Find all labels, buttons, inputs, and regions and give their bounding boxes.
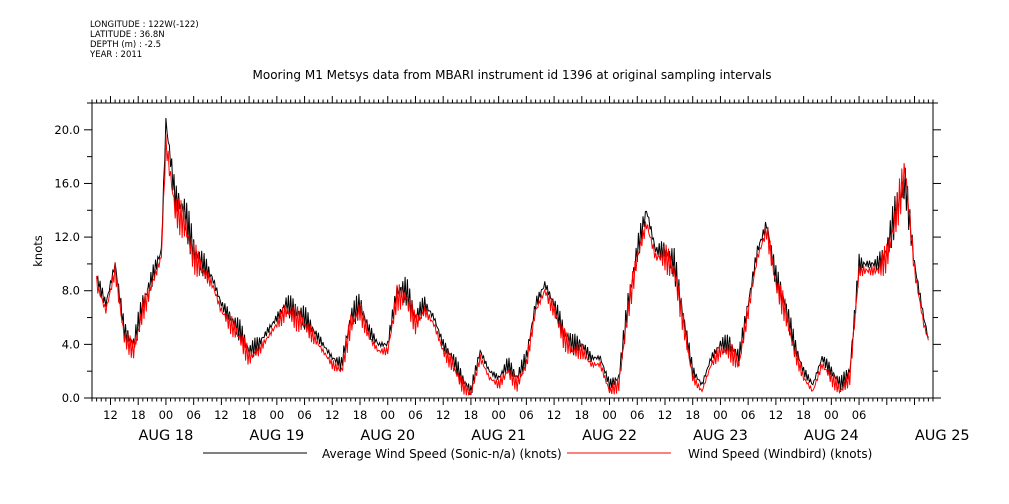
- plot-frame: [91, 102, 934, 399]
- x-tick-label: 06: [630, 408, 645, 422]
- legend-label-average: Average Wind Speed (Sonic-n/a) (knots): [322, 447, 562, 461]
- day-label: AUG 19: [249, 428, 304, 444]
- axes: 12 18 00 06 12 18 00 06 12 18 00 06 12 18 00 06 12 18 00 06…: [54, 96, 970, 444]
- x-tick-label: 00: [270, 408, 285, 422]
- series-line-windbird-wind-speed: [96, 134, 929, 396]
- x-tick-label: 18: [574, 408, 589, 422]
- x-tick-label: 06: [741, 408, 756, 422]
- y-tick-label: 12.0: [54, 230, 80, 244]
- x-tick-label: 12: [103, 408, 118, 422]
- metadata-block: LONGITUDE : 122W(-122) LATITUDE : 36.8N …: [90, 20, 199, 60]
- x-tick-label: 18: [131, 408, 146, 422]
- x-tick-label: 12: [769, 408, 784, 422]
- chart-title: Mooring M1 Metsys data from MBARI instru…: [253, 68, 772, 82]
- y-tick-label: 8.0: [62, 284, 80, 298]
- depth-text: DEPTH (m) : -2.5: [90, 40, 162, 50]
- x-tick-label: 06: [186, 408, 201, 422]
- x-tick-label: 18: [242, 408, 257, 422]
- day-label: AUG 20: [360, 428, 415, 444]
- legend: Average Wind Speed (Sonic-n/a) (knots) W…: [203, 447, 872, 461]
- x-tick-label: 18: [685, 408, 700, 422]
- x-tick-label: 00: [824, 408, 839, 422]
- x-tick-label: 12: [547, 408, 562, 422]
- day-label: AUG 22: [582, 428, 637, 444]
- x-tick-label: 06: [408, 408, 423, 422]
- x-tick-label: 06: [297, 408, 312, 422]
- x-tick-label: 00: [159, 408, 174, 422]
- day-label: AUG 21: [471, 428, 526, 444]
- x-tick-label: 06: [519, 408, 534, 422]
- latitude-text: LATITUDE : 36.8N: [90, 30, 165, 40]
- x-tick-label: 00: [602, 408, 617, 422]
- day-label: AUG 18: [139, 428, 194, 444]
- legend-label-windbird: Wind Speed (Windbird) (knots): [688, 447, 872, 461]
- y-tick-label: 0.0: [62, 391, 80, 405]
- x-tick-label: 00: [380, 408, 395, 422]
- day-label: AUG 24: [804, 428, 859, 444]
- year-text: YEAR : 2011: [90, 50, 143, 60]
- longitude-text: LONGITUDE : 122W(-122): [90, 20, 199, 30]
- x-tick-label: 18: [464, 408, 479, 422]
- y-tick-label: 4.0: [62, 337, 80, 351]
- x-tick-label: 12: [436, 408, 451, 422]
- y-tick-label: 16.0: [54, 176, 80, 190]
- x-tick-label: 00: [491, 408, 506, 422]
- y-tick-label: 20.0: [54, 123, 80, 137]
- y-axis-label: knots: [31, 235, 45, 267]
- series-lines: [96, 117, 929, 396]
- x-tick-label: 18: [353, 408, 368, 422]
- day-label: AUG 23: [693, 428, 748, 444]
- x-tick-label: 12: [325, 408, 340, 422]
- x-tick-label: 18: [796, 408, 811, 422]
- x-tick-label: 06: [852, 408, 867, 422]
- x-tick-label: 12: [658, 408, 673, 422]
- x-tick-label: 12: [214, 408, 229, 422]
- series-line-average-wind-speed: [96, 117, 929, 396]
- x-tick-label: 00: [713, 408, 728, 422]
- day-label: AUG 25: [915, 428, 970, 444]
